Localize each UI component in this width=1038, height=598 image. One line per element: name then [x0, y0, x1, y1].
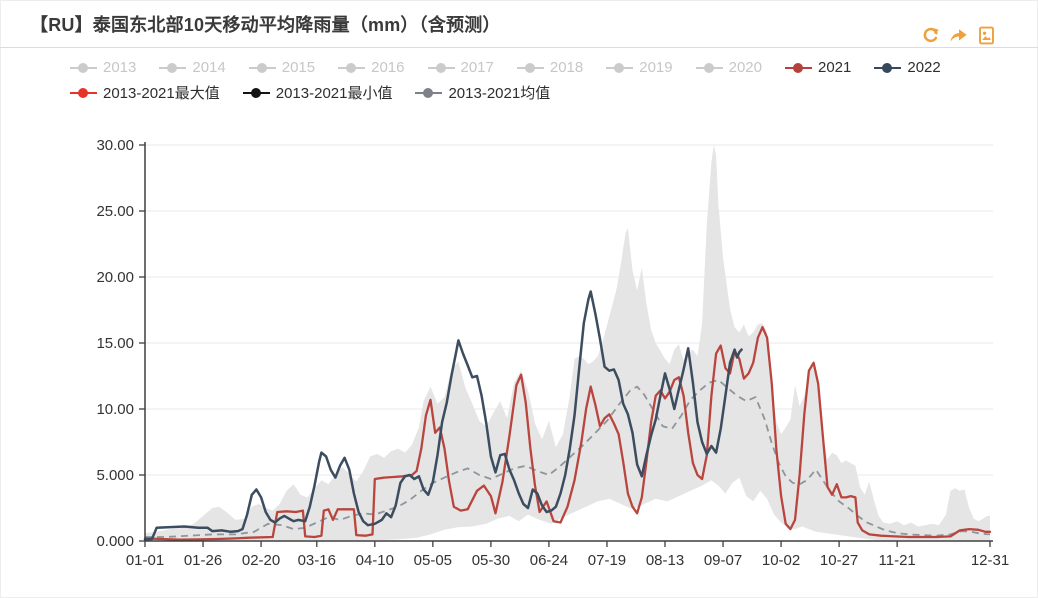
x-tick-label: 03-16: [298, 552, 336, 569]
x-tick-label: 01-26: [184, 552, 222, 569]
header-divider: [0, 47, 1038, 48]
legend-label: 2020: [728, 59, 762, 76]
legend-label: 2013-2021最大值: [103, 85, 220, 102]
legend-marker-icon: [70, 62, 97, 73]
export-image-icon[interactable]: [977, 26, 996, 45]
legend-marker-icon: [248, 62, 276, 73]
legend-marker-icon: [874, 62, 902, 73]
x-tick-label: 04-10: [356, 552, 394, 569]
x-tick-label: 10-02: [762, 552, 800, 569]
toolbar: [921, 26, 996, 45]
y-tick-label: 30.00: [96, 137, 134, 154]
x-tick-label: 08-13: [646, 552, 684, 569]
legend-item-2019[interactable]: 2019: [606, 59, 673, 76]
y-tick-label: 5.000: [96, 467, 134, 484]
legend-marker-icon: [427, 62, 455, 73]
x-tick-label: 09-07: [704, 552, 742, 569]
legend-marker-icon: [785, 62, 812, 73]
legend-marker-icon: [695, 62, 723, 73]
legend-label: 2016: [371, 59, 405, 76]
legend-marker-icon: [242, 87, 270, 98]
page-title: 【RU】泰国东北部10天移动平均降雨量（mm）（含预测）: [30, 15, 501, 35]
legend-marker-icon: [415, 87, 443, 98]
x-tick-label: 10-27: [820, 552, 858, 569]
legend-item-2016[interactable]: 2016: [338, 59, 405, 76]
legend-row-stats: 2013-2021最大值 2013-2021最小值 2013-2021均值: [70, 80, 964, 105]
legend-item-2014[interactable]: 2014: [159, 59, 226, 76]
legend-row-years: 2013 2014 2015 2016 2017 2018 2019 2020 2021 2022: [70, 55, 964, 80]
legend-item-2020[interactable]: 2020: [695, 59, 762, 76]
legend-item-2021[interactable]: 2021: [785, 59, 851, 76]
legend-label: 2014: [192, 59, 226, 76]
y-tick-label: 25.00: [96, 203, 134, 220]
legend-marker-icon: [159, 62, 187, 73]
legend-marker-icon: [338, 62, 366, 73]
refresh-icon[interactable]: [921, 26, 940, 45]
y-tick-label: 20.00: [96, 269, 134, 286]
y-tick-label: 15.00: [96, 335, 134, 352]
series-2021-line: [143, 326, 992, 541]
legend-marker-icon: [516, 62, 544, 73]
legend-marker-icon: [70, 87, 97, 98]
series-2022-line: [143, 290, 743, 541]
legend-label: 2013-2021均值: [448, 85, 551, 102]
legend-marker-icon: [606, 62, 634, 73]
x-tick-label: 02-20: [242, 552, 280, 569]
legend-label: 2017: [460, 59, 494, 76]
legend-item-2018[interactable]: 2018: [516, 59, 584, 76]
series-mean-line: [145, 379, 991, 538]
legend-item-2017[interactable]: 2017: [427, 59, 494, 76]
y-tick-label: 10.00: [96, 401, 134, 418]
legend-label: 2013-2021最小值: [275, 85, 393, 102]
legend-item-2013[interactable]: 2013: [70, 59, 136, 76]
y-tick-label: 0.000: [96, 533, 134, 550]
legend-item-2022[interactable]: 2022: [874, 59, 941, 76]
x-tick-label: 05-05: [414, 552, 452, 569]
x-tick-label: 11-21: [879, 552, 916, 569]
legend-label: 2018: [549, 59, 584, 76]
legend-label: 2022: [907, 59, 941, 76]
x-tick-label: 07-19: [588, 552, 626, 569]
x-tick-label: 06-24: [530, 552, 568, 569]
x-tick-label: 01-01: [126, 552, 164, 569]
band-minmax-2013-2021: [145, 145, 990, 541]
share-icon[interactable]: [949, 26, 968, 45]
legend-item-2013-2021[interactable]: 2013-2021最小值: [242, 82, 393, 103]
chart-legend: 2013 2014 2015 2016 2017 2018 2019 2020 2021 2022…: [70, 55, 964, 105]
legend-label: 2021: [818, 59, 852, 76]
x-tick-label: 05-30: [472, 552, 510, 569]
legend-item-2013-2021[interactable]: 2013-2021最大值: [70, 82, 220, 103]
legend-label: 2015: [281, 59, 316, 76]
legend-label: 2019: [639, 59, 673, 76]
legend-label: 2013: [103, 59, 137, 76]
legend-item-2013-2021[interactable]: 2013-2021均值: [415, 82, 550, 103]
x-tick-label: 12-31: [971, 552, 1009, 569]
legend-item-2015[interactable]: 2015: [248, 59, 316, 76]
